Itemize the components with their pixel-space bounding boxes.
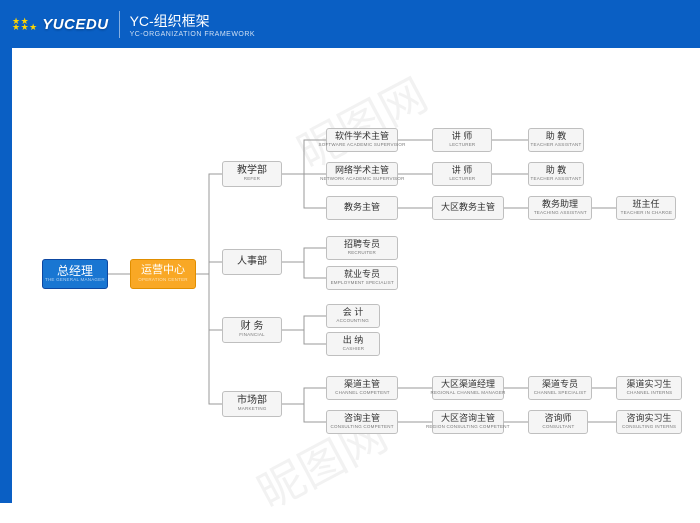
node-label-cn: 招聘专员	[344, 240, 380, 249]
org-node-hr: 人事部	[222, 249, 282, 275]
org-node-ta2: 助 教TEACHER ASSISTANT	[528, 162, 584, 186]
org-node-tass: 教务助理TEACHING ASSISTANT	[528, 196, 592, 220]
node-label-en: CHANNEL COMPETENT	[335, 390, 390, 395]
org-node-soft: 软件学术主管SOFTWARE ACADEMIC SUPERVISOR	[326, 128, 398, 152]
node-label-cn: 助 教	[546, 166, 567, 175]
org-node-acc: 会 计ACCOUNTING	[326, 304, 380, 328]
title-block: YC-组织框架 YC-ORGANIZATION FRAMEWORK	[119, 11, 256, 38]
logo-text: YUCEDU	[42, 16, 108, 33]
node-label-cn: 总经理	[57, 265, 93, 278]
org-node-reg: 大区教务主管	[432, 196, 504, 220]
node-label-cn: 人事部	[237, 257, 267, 268]
node-label-cn: 财 务	[241, 322, 264, 333]
node-label-cn: 咨询主管	[344, 414, 380, 423]
org-node-cash: 出 纳CASHIER	[326, 332, 380, 356]
node-label-cn: 大区渠道经理	[441, 380, 495, 389]
node-label-en: REGIONAL CHANNEL MANAGER	[430, 390, 505, 395]
node-label-en: CONSULTANT	[542, 424, 574, 429]
node-label-cn: 班主任	[632, 200, 659, 209]
node-label-cn: 出 纳	[343, 336, 364, 345]
org-node-cons: 咨询主管CONSULTING COMPETENT	[326, 410, 398, 434]
node-label-cn: 渠道主管	[344, 380, 380, 389]
node-label-en: CHANNEL SPECIALIST	[534, 390, 587, 395]
node-label-cn: 咨询实习生	[626, 414, 671, 423]
org-node-chsp: 渠道专员CHANNEL SPECIALIST	[528, 376, 592, 400]
node-label-cn: 渠道专员	[542, 380, 578, 389]
org-node-acad: 教务主管	[326, 196, 398, 220]
org-node-lec2: 讲 师LECTURER	[432, 162, 492, 186]
node-label-en: THE GENERAL MANAGER	[45, 278, 105, 283]
org-chart-canvas: 昵图网 昵图网 总经理THE GENERAL MANAGER运营中心OPERAT…	[12, 48, 700, 503]
logo: ★ ★★ ★ ★ YUCEDU	[12, 16, 109, 33]
node-label-cn: 会 计	[343, 308, 364, 317]
org-node-rcons: 大区咨询主管REGION CONSULTING COMPETENT	[432, 410, 504, 434]
page-title: YC-组织框架	[130, 11, 256, 31]
node-label-cn: 教务主管	[344, 203, 380, 212]
page-subtitle: YC-ORGANIZATION FRAMEWORK	[130, 31, 256, 38]
header: ★ ★★ ★ ★ YUCEDU YC-组织框架 YC-ORGANIZATION …	[0, 0, 700, 48]
org-node-gm: 总经理THE GENERAL MANAGER	[42, 259, 108, 289]
node-label-cn: 教务助理	[542, 200, 578, 209]
org-node-class: 班主任TEACHER IN CHARGE	[616, 196, 676, 220]
node-label-en: CONSULTING INTERNS	[622, 424, 676, 429]
node-label-en: OPERATION CENTER	[138, 277, 188, 282]
node-label-en: TEACHER ASSISTANT	[531, 142, 582, 147]
org-node-lec1: 讲 师LECTURER	[432, 128, 492, 152]
node-label-cn: 网络学术主管	[335, 166, 389, 175]
node-label-en: LECTURER	[449, 176, 475, 181]
org-node-ta1: 助 教TEACHER ASSISTANT	[528, 128, 584, 152]
node-label-en: REFER	[244, 177, 260, 182]
node-label-en: MARKETING	[238, 407, 267, 412]
node-label-cn: 教学部	[237, 166, 267, 177]
stars-icon: ★ ★★ ★ ★	[12, 18, 36, 30]
node-label-cn: 就业专员	[344, 270, 380, 279]
node-label-en: CONSULTING COMPETENT	[330, 424, 393, 429]
node-label-en: ACCOUNTING	[337, 318, 370, 323]
node-label-en: NETWORK ACADEMIC SUPERVISOR	[320, 176, 405, 181]
node-label-cn: 市场部	[237, 396, 267, 407]
node-label-cn: 咨询师	[544, 414, 571, 423]
node-label-en: EMPLOYMENT SPECIALIST	[330, 280, 393, 285]
node-label-en: TEACHING ASSISTANT	[534, 210, 587, 215]
node-label-en: TEACHER IN CHARGE	[620, 210, 672, 215]
node-label-cn: 助 教	[546, 132, 567, 141]
node-label-cn: 讲 师	[452, 166, 473, 175]
org-node-edu: 教学部REFER	[222, 161, 282, 187]
node-label-cn: 讲 师	[452, 132, 473, 141]
org-node-cslt: 咨询师CONSULTANT	[528, 410, 588, 434]
node-label-en: CASHIER	[342, 346, 364, 351]
org-node-emp: 就业专员EMPLOYMENT SPECIALIST	[326, 266, 398, 290]
node-label-en: REGION CONSULTING COMPETENT	[426, 424, 510, 429]
node-label-en: TEACHER ASSISTANT	[531, 176, 582, 181]
org-node-mkt: 市场部MARKETING	[222, 391, 282, 417]
node-label-en: CHANNEL INTERNS	[626, 390, 672, 395]
left-accent-bar	[0, 48, 12, 503]
node-label-cn: 渠道实习生	[626, 380, 671, 389]
node-label-cn: 大区咨询主管	[441, 414, 495, 423]
org-node-fin: 财 务FINANCIAL	[222, 317, 282, 343]
node-label-en: FINANCIAL	[239, 333, 265, 338]
org-node-chan: 渠道主管CHANNEL COMPETENT	[326, 376, 398, 400]
node-label-cn: 运营中心	[141, 265, 185, 277]
org-node-rchan: 大区渠道经理REGIONAL CHANNEL MANAGER	[432, 376, 504, 400]
org-node-op: 运营中心OPERATION CENTER	[130, 259, 196, 289]
org-node-rec: 招聘专员RECRUITER	[326, 236, 398, 260]
node-label-cn: 软件学术主管	[335, 132, 389, 141]
node-label-en: RECRUITER	[348, 250, 376, 255]
node-label-en: SOFTWARE ACADEMIC SUPERVISOR	[318, 142, 405, 147]
org-node-chint: 渠道实习生CHANNEL INTERNS	[616, 376, 682, 400]
node-label-en: LECTURER	[449, 142, 475, 147]
node-label-cn: 大区教务主管	[441, 203, 495, 212]
org-node-net: 网络学术主管NETWORK ACADEMIC SUPERVISOR	[326, 162, 398, 186]
org-node-csint: 咨询实习生CONSULTING INTERNS	[616, 410, 682, 434]
